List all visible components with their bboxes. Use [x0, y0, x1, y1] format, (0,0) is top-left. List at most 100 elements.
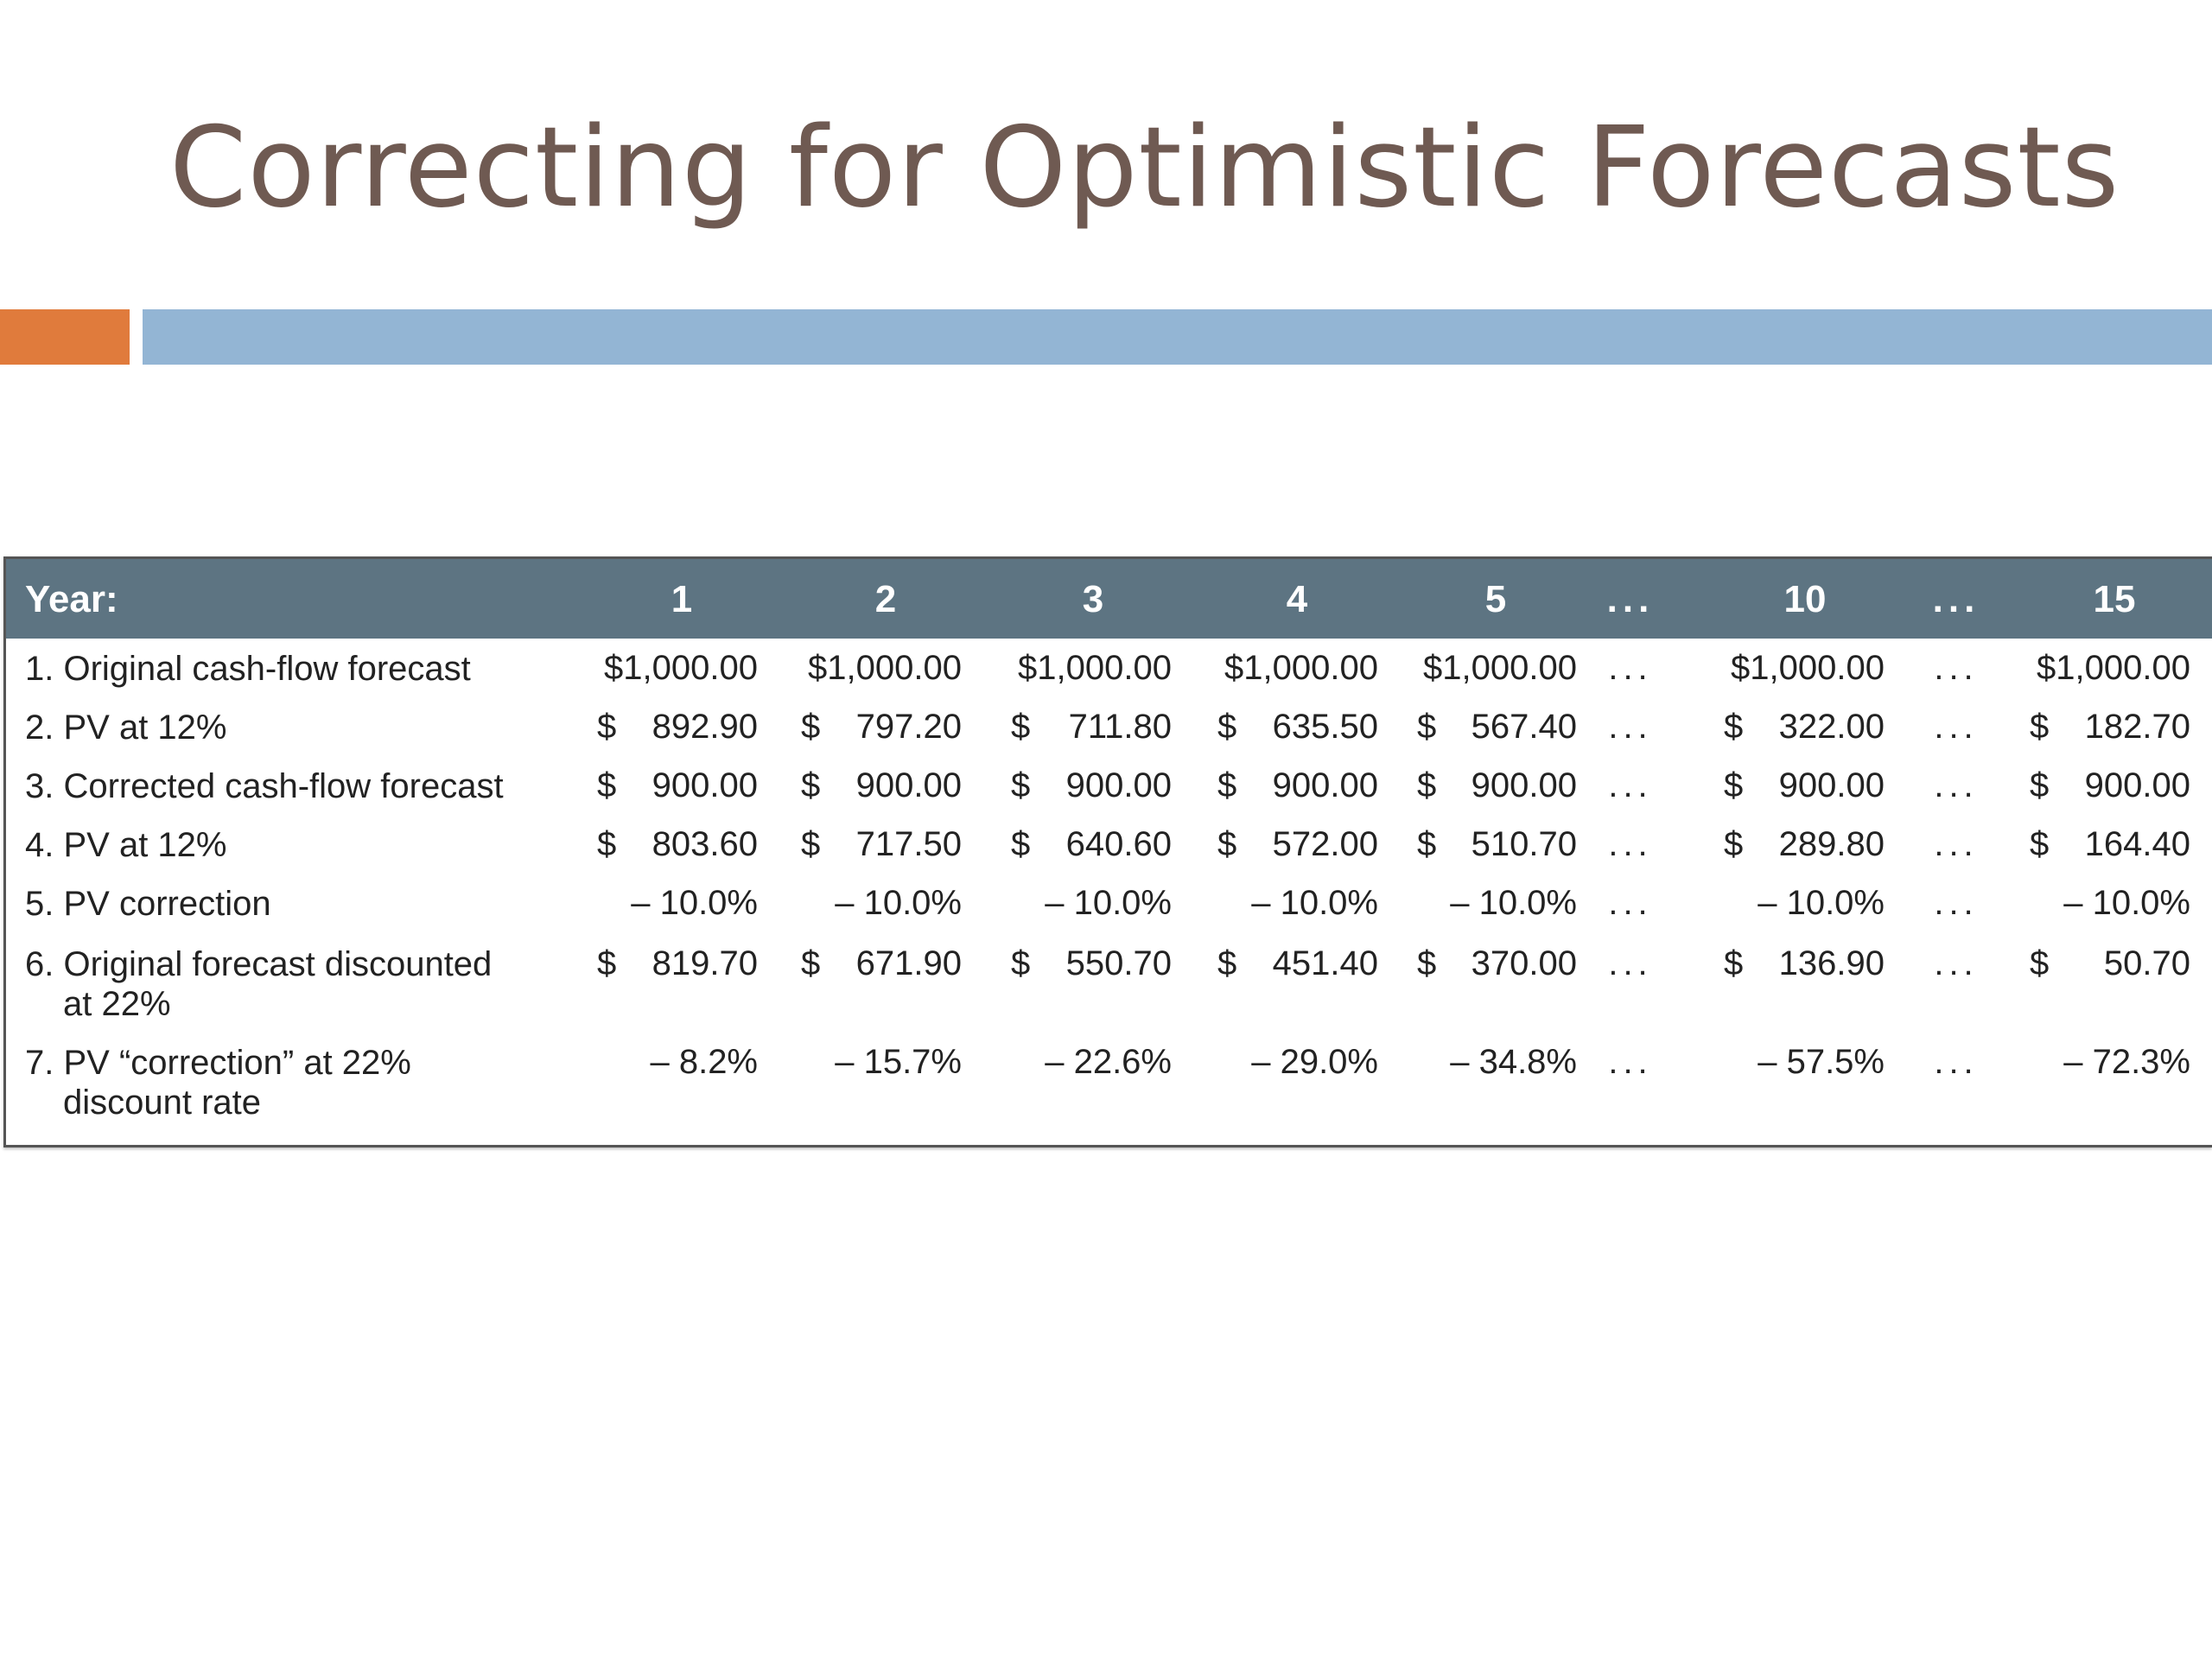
table-cell: – 10.0%: [1758, 884, 1885, 922]
ellipsis-cell: ...: [1608, 944, 1653, 982]
table-cell: 370.00: [1471, 944, 1577, 982]
table-cell: – 22.6%: [1045, 1043, 1172, 1081]
table-cell: $1,000.00: [604, 649, 758, 687]
table-cell: 550.70: [1065, 944, 1172, 982]
ellipsis-cell: ...: [1934, 884, 1979, 922]
row-label: 4. PV at 12%: [25, 826, 227, 864]
table-cell: – 10.0%: [631, 884, 758, 922]
forecast-table: Year: 1 2 3 4 5... 10... 15 1. Original cash-fl…: [3, 556, 2212, 1147]
table-cell: 797.20: [855, 708, 962, 746]
dollar-sign: $: [2030, 944, 2050, 982]
table-cell: 50.70: [2103, 944, 2190, 982]
year-header-5: 5: [1484, 578, 1507, 620]
dollar-sign: $: [801, 708, 821, 746]
table-cell: $1,000.00: [1224, 649, 1378, 687]
dollar-sign: $: [597, 825, 617, 863]
dollar-sign: $: [1417, 708, 1437, 746]
dollar-sign: $: [1011, 708, 1031, 746]
ellipsis-cell: ...: [1608, 766, 1653, 804]
ellipsis-cell: ...: [1934, 1043, 1979, 1081]
row-label: 5. PV correction: [25, 885, 271, 923]
year-header-10: 10: [1783, 578, 1827, 620]
dollar-sign: $: [1417, 766, 1437, 804]
row-label: 7. PV “correction” at 22%: [25, 1044, 411, 1082]
dollar-sign: $: [1724, 825, 1744, 863]
year-header-3: 3: [1082, 578, 1104, 620]
header-ellipsis: ...: [1606, 578, 1655, 620]
dollar-sign: $: [597, 766, 617, 804]
ellipsis-cell: ...: [1934, 766, 1979, 804]
dollar-sign: $: [597, 708, 617, 746]
table-cell: 900.00: [1778, 766, 1885, 804]
dollar-sign: $: [2030, 825, 2050, 863]
table-cell: 289.80: [1778, 825, 1885, 863]
table-cell: 451.40: [1272, 944, 1378, 982]
dollar-sign: $: [1011, 825, 1031, 863]
table-cell: $1,000.00: [808, 649, 962, 687]
year-header-4: 4: [1286, 578, 1308, 620]
row-label-continued: discount rate: [63, 1084, 262, 1122]
dollar-sign: $: [1417, 825, 1437, 863]
table-cell: 803.60: [652, 825, 758, 863]
table-cell: 717.50: [855, 825, 962, 863]
table-cell: – 29.0%: [1251, 1043, 1378, 1081]
ellipsis-cell: ...: [1934, 649, 1979, 687]
table-cell: 136.90: [1778, 944, 1885, 982]
table-cell: – 10.0%: [2063, 884, 2190, 922]
dollar-sign: $: [801, 944, 821, 982]
year-header-label: Year:: [25, 578, 118, 620]
dollar-sign: $: [1417, 944, 1437, 982]
table-cell: – 15.7%: [835, 1043, 962, 1081]
dollar-sign: $: [2030, 766, 2050, 804]
table-cell: $1,000.00: [1423, 649, 1577, 687]
dollar-sign: $: [1724, 708, 1744, 746]
table-cell: 900.00: [2084, 766, 2190, 804]
table-cell: 892.90: [652, 708, 758, 746]
year-header-2: 2: [874, 578, 897, 620]
table-cell: 900.00: [1272, 766, 1378, 804]
header-ellipsis: ...: [1932, 578, 1980, 620]
dollar-sign: $: [801, 825, 821, 863]
year-header-1: 1: [671, 578, 693, 620]
table-cell: 635.50: [1272, 708, 1378, 746]
ellipsis-cell: ...: [1608, 708, 1653, 746]
table-cell: 711.80: [1068, 708, 1172, 746]
table-cell: – 10.0%: [1045, 884, 1172, 922]
dollar-sign: $: [1011, 944, 1031, 982]
dollar-sign: $: [1217, 944, 1237, 982]
row-label: 1. Original cash-flow forecast: [25, 650, 471, 688]
table-cell: 640.60: [1065, 825, 1172, 863]
ellipsis-cell: ...: [1608, 1043, 1653, 1081]
table-cell: 164.40: [2084, 825, 2190, 863]
table-cell: $1,000.00: [2037, 649, 2190, 687]
dollar-sign: $: [1217, 708, 1237, 746]
table-cell: 182.70: [2084, 708, 2190, 746]
table-cell: 900.00: [1471, 766, 1577, 804]
ellipsis-cell: ...: [1934, 825, 1979, 863]
ellipsis-cell: ...: [1608, 884, 1653, 922]
table-cell: – 72.3%: [2063, 1043, 2190, 1081]
dollar-sign: $: [1217, 825, 1237, 863]
row-label: 2. PV at 12%: [25, 709, 227, 747]
table-cell: 900.00: [855, 766, 962, 804]
table-header-row: Year: 1 2 3 4 5... 10... 15: [6, 559, 2212, 639]
row-label-continued: at 22%: [63, 985, 171, 1023]
dollar-sign: $: [1011, 766, 1031, 804]
year-header-15: 15: [2093, 578, 2136, 620]
ellipsis-cell: ...: [1608, 649, 1653, 687]
table-cell: $1,000.00: [1731, 649, 1885, 687]
dollar-sign: $: [1724, 944, 1744, 982]
row-label: 6. Original forecast discounted: [25, 945, 493, 983]
table-cell: 819.70: [652, 944, 758, 982]
table-cell: 567.40: [1471, 708, 1577, 746]
accent-bar-blue: [143, 309, 2212, 365]
table-cell: $1,000.00: [1018, 649, 1172, 687]
table-cell: – 10.0%: [1251, 884, 1378, 922]
table-cell: – 8.2%: [650, 1043, 758, 1081]
table-cell: 572.00: [1272, 825, 1378, 863]
table-cell: 671.90: [855, 944, 962, 982]
dollar-sign: $: [2030, 708, 2050, 746]
ellipsis-cell: ...: [1608, 825, 1653, 863]
table-cell: – 34.8%: [1450, 1043, 1577, 1081]
table-cell: 900.00: [1065, 766, 1172, 804]
